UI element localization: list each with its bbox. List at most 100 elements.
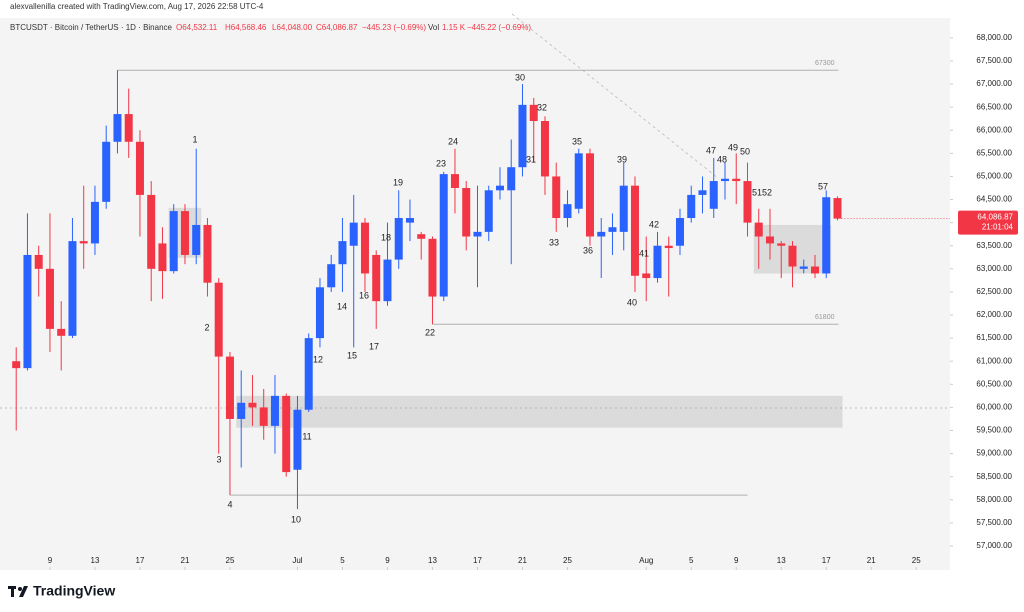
annotation: 47	[706, 145, 716, 155]
candle-body	[237, 402, 246, 419]
symbol: BTCUSDT · Bitcoin / TetherUS · 1D · Bina…	[10, 23, 173, 32]
y-tick-label: 63,000.00	[976, 264, 1012, 273]
candle-body	[450, 174, 459, 188]
volume-change: −445.22 (−0.69%)	[467, 23, 531, 32]
candle-body	[540, 121, 549, 177]
annotation: 51	[752, 187, 762, 197]
candle-body	[180, 211, 189, 255]
annotation: 15	[347, 350, 357, 360]
candle-body	[608, 227, 617, 232]
y-tick-label: 57,500.00	[976, 518, 1012, 527]
x-tick-label: 13	[91, 556, 100, 565]
annotation: 16	[359, 290, 369, 300]
candle-body	[788, 245, 797, 267]
candle-body	[428, 238, 437, 297]
candle-body	[34, 254, 43, 269]
annotation: 12	[313, 354, 323, 364]
candle-body	[484, 190, 493, 232]
y-tick-label: 64,500.00	[976, 195, 1012, 204]
y-tick-label: 62,000.00	[976, 310, 1012, 319]
candle-body	[687, 194, 696, 219]
candle-body	[822, 197, 831, 274]
annotation: 4	[227, 499, 232, 509]
candle-body	[732, 178, 741, 182]
candle-body	[147, 194, 156, 269]
candle-body	[57, 328, 66, 336]
candles	[12, 70, 842, 510]
ohlc: H64,568.46	[225, 23, 267, 32]
candle-body	[473, 231, 482, 237]
x-tick-label: 17	[473, 556, 482, 565]
annotation: 41	[639, 248, 649, 258]
candle-body	[315, 287, 324, 339]
annotation: 35	[572, 136, 582, 146]
candle-body	[462, 187, 471, 237]
x-tick-label: 5	[340, 556, 345, 565]
header: alexvallenilla created with TradingView.…	[10, 2, 264, 11]
candle-body	[394, 218, 403, 260]
x-tick-label: 17	[822, 556, 831, 565]
volume: 1.15 K	[442, 23, 466, 32]
price-tag	[958, 210, 1018, 235]
candle-body	[495, 185, 504, 191]
candle-body	[417, 234, 426, 239]
overlay: 1234101112141516171819222324303132333536…	[192, 72, 828, 524]
candle-body	[653, 245, 662, 279]
x-tick-label: 17	[136, 556, 145, 565]
annotation: 48	[717, 154, 727, 164]
candle-body	[619, 185, 628, 232]
candle-body	[799, 266, 808, 269]
y-tick-label: 60,500.00	[976, 379, 1012, 388]
x-tick-label: 9	[385, 556, 390, 565]
annotation: 36	[583, 245, 593, 255]
candle-body	[585, 153, 594, 237]
annotation: 10	[291, 514, 301, 524]
annotation: 1	[192, 134, 197, 144]
zone	[236, 395, 843, 428]
y-tick-label: 60,000.00	[976, 403, 1012, 412]
y-tick-label: 67,000.00	[976, 79, 1012, 88]
candle-body	[135, 141, 144, 195]
volume-label: Vol	[428, 23, 439, 32]
candle-body	[698, 190, 707, 195]
candle-body	[304, 338, 313, 410]
annotation: 49	[728, 142, 738, 152]
candle-body	[113, 114, 122, 142]
candle-body	[282, 395, 291, 473]
candle-body	[192, 224, 201, 255]
annotation: 39	[617, 154, 627, 164]
annotation: 2	[204, 322, 209, 332]
y-tick-label: 67,500.00	[976, 56, 1012, 65]
candle-body	[23, 254, 32, 369]
y-tick-label: 61,500.00	[976, 333, 1012, 342]
candle-body	[124, 114, 133, 142]
candle-body	[45, 268, 54, 329]
candle-body	[259, 407, 268, 426]
candle-body	[327, 264, 336, 288]
candle-body	[833, 198, 842, 219]
annotation: 19	[393, 177, 403, 187]
brand-logo	[8, 586, 28, 597]
candle-body	[439, 174, 448, 297]
candle-body	[597, 231, 606, 237]
candle-body	[720, 178, 729, 182]
annotation: 22	[425, 327, 435, 337]
candle-body	[90, 201, 99, 244]
x-tick-label: 25	[912, 556, 921, 565]
annotation: 24	[448, 136, 458, 146]
candle-body	[777, 243, 786, 246]
candle-body	[754, 222, 763, 237]
x-tick-label: Jul	[292, 556, 302, 565]
candle-body	[709, 181, 718, 209]
level-label: 67300	[815, 60, 835, 67]
x-tick-label: 21	[867, 556, 876, 565]
annotation: 30	[515, 72, 525, 82]
candle-body	[630, 185, 639, 276]
candle-body	[158, 243, 167, 272]
candle-body	[518, 104, 527, 168]
candle-body	[563, 204, 572, 219]
x-tick-label: Aug	[639, 556, 653, 565]
candle-body	[68, 241, 77, 336]
candle-body	[214, 282, 223, 357]
